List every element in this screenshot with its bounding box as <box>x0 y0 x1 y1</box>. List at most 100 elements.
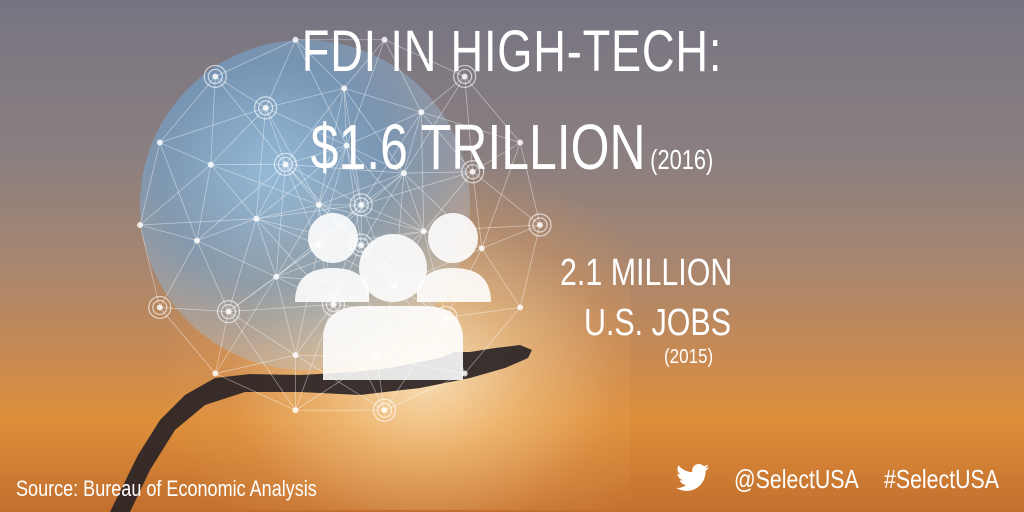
network-node <box>400 170 407 177</box>
network-link <box>255 218 277 277</box>
network-link <box>215 39 296 77</box>
network-link <box>420 111 473 173</box>
network-link <box>215 354 296 374</box>
network-link <box>210 76 216 165</box>
network-link <box>384 39 465 77</box>
network-node <box>292 407 299 414</box>
network-link <box>343 87 422 113</box>
network-link <box>519 142 541 226</box>
network-link <box>464 76 474 172</box>
network-link <box>472 142 521 173</box>
network-link <box>196 164 212 241</box>
network-link <box>361 171 473 206</box>
network-link <box>256 204 319 220</box>
network-node <box>207 161 214 168</box>
network-node <box>381 36 388 43</box>
network-node <box>349 193 373 217</box>
jobs-year: (2015) <box>664 346 714 368</box>
headline-title: FDI IN HIGH-TECH: <box>301 19 723 84</box>
network-link <box>159 240 198 308</box>
network-link <box>139 164 212 226</box>
twitter-handle[interactable]: @SelectUSA <box>734 464 859 494</box>
network-link <box>343 39 385 89</box>
network-link <box>464 307 521 374</box>
network-node <box>254 96 278 120</box>
network-node <box>517 304 524 311</box>
network-link <box>210 107 266 165</box>
network-link <box>446 307 521 318</box>
network-node <box>148 295 172 320</box>
network-node <box>156 139 163 146</box>
network-link <box>214 76 286 165</box>
network-node <box>193 237 200 244</box>
network-link <box>210 164 319 206</box>
network-link <box>285 88 345 165</box>
network-link <box>215 373 296 411</box>
network-link <box>210 164 257 219</box>
network-node <box>203 64 227 89</box>
network-link <box>256 204 362 220</box>
network-node <box>273 152 298 176</box>
network-link <box>343 88 405 174</box>
network-link <box>228 311 296 411</box>
twitter-icon[interactable] <box>676 464 710 492</box>
network-link <box>265 107 347 146</box>
people-icon <box>295 213 491 380</box>
network-node <box>461 370 468 377</box>
network-link <box>265 87 345 109</box>
network-link <box>346 111 422 146</box>
network-node <box>253 215 260 222</box>
network-node <box>453 64 477 89</box>
network-link <box>159 142 211 166</box>
network-link <box>360 111 422 206</box>
network-link <box>464 76 521 143</box>
network-link <box>295 354 385 411</box>
network-link <box>256 145 347 220</box>
network-link <box>214 276 277 374</box>
network-link <box>346 145 362 246</box>
network-link <box>346 39 385 146</box>
network-link <box>139 218 257 226</box>
network-node <box>343 142 350 149</box>
network-node <box>292 36 299 43</box>
network-link <box>343 88 347 146</box>
network-link <box>481 248 521 308</box>
jobs-count: 2.1 MILLION <box>560 252 733 294</box>
network-link <box>472 171 483 249</box>
network-link <box>384 39 422 113</box>
network-link <box>318 88 345 205</box>
network-link <box>403 173 425 232</box>
network-link <box>318 204 424 232</box>
network-node <box>420 228 427 235</box>
network-link <box>196 240 277 278</box>
network-link <box>228 311 296 356</box>
network-link <box>346 145 362 205</box>
network-link <box>159 307 216 374</box>
network-link <box>139 142 161 226</box>
network-link <box>159 142 198 241</box>
network-link <box>255 164 286 219</box>
hashtag[interactable]: #SelectUSA <box>884 464 999 494</box>
network-node <box>212 370 219 377</box>
network-link <box>481 142 521 249</box>
network-link <box>228 276 277 312</box>
network-node <box>273 273 280 280</box>
network-link <box>285 163 362 206</box>
network-link <box>295 39 347 146</box>
network-link <box>275 204 320 278</box>
headline-amount-year: (2016) <box>650 144 714 175</box>
network-link <box>423 171 473 232</box>
network-node <box>418 109 425 116</box>
network-node <box>517 139 524 146</box>
network-link <box>265 39 296 109</box>
network-link <box>255 107 267 219</box>
network-link <box>318 172 405 206</box>
network-link <box>139 224 198 241</box>
network-link <box>196 218 257 241</box>
network-node <box>372 398 397 422</box>
network-link <box>196 164 286 241</box>
network-link <box>159 76 216 143</box>
network-link <box>275 164 286 277</box>
network-node <box>137 222 143 228</box>
